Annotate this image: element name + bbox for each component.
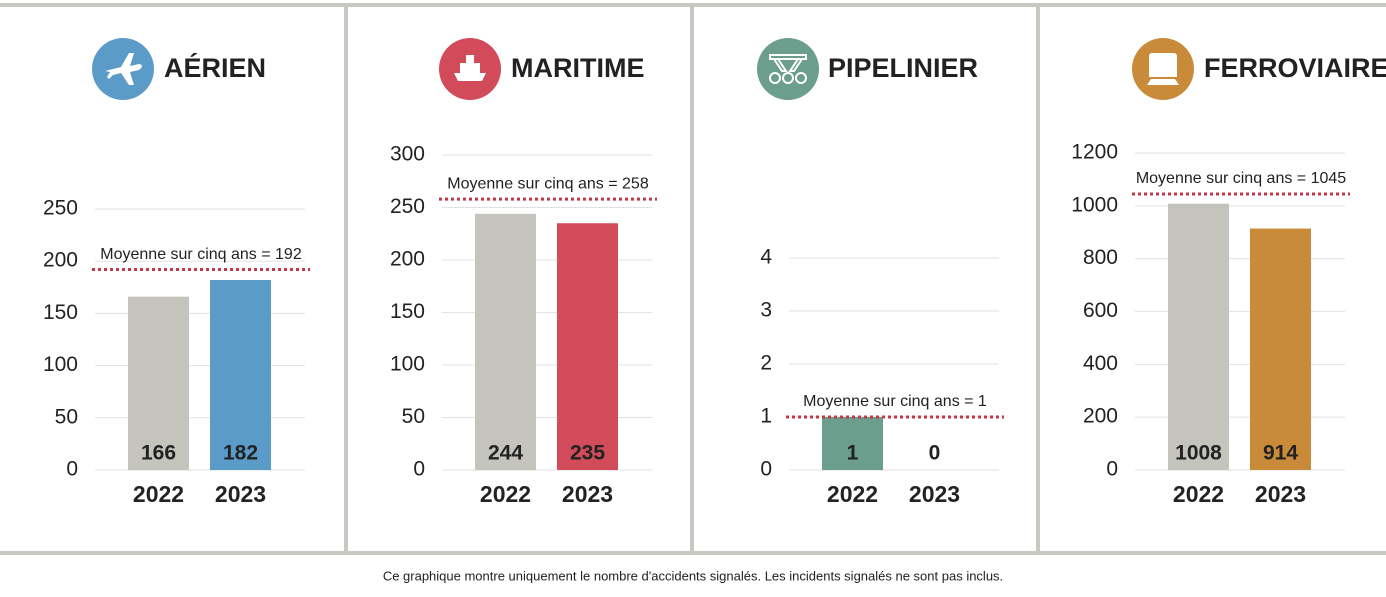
y-tick-label: 1000 [1071,193,1118,216]
x-tick-label: 2023 [1255,481,1306,507]
y-tick-label: 400 [1083,352,1118,375]
icon [769,54,807,85]
data-label: 182 [223,442,258,465]
x-tick-label: 2022 [133,481,184,507]
average-label: Moyenne sur cinq ans = 258 [447,175,649,192]
data-label: 244 [488,442,523,465]
divider [344,5,348,553]
x-tick-label: 2022 [480,481,531,507]
y-tick-label: 0 [66,458,78,481]
x-tick-label: 2023 [909,481,960,507]
data-label: 235 [570,442,605,465]
y-tick-label: 2 [760,352,772,375]
data-label: 166 [141,442,176,465]
y-tick-label: 1200 [1071,141,1118,164]
bar [475,213,536,471]
y-tick-label: 200 [390,248,425,271]
bar [1168,203,1229,470]
chart-title: FERROVIAIRE [1204,53,1386,83]
divider [690,5,694,553]
x-tick-label: 2023 [562,481,613,507]
y-tick-label: 600 [1083,299,1118,322]
data-label: 0 [929,442,941,465]
x-tick-label: 2022 [827,481,878,507]
data-label: 1 [847,442,859,465]
y-tick-label: 0 [1106,458,1118,481]
y-tick-label: 50 [55,405,78,428]
footnote: Ce graphique montre uniquement le nombre… [383,568,1003,583]
y-tick-label: 200 [43,249,78,272]
bar [557,223,618,470]
y-tick-label: 0 [413,458,425,481]
average-label: Moyenne sur cinq ans = 1045 [1136,170,1346,187]
bar [822,417,883,470]
bar [128,296,189,470]
y-tick-label: 250 [390,195,425,218]
y-tick-label: 200 [1083,405,1118,428]
y-tick-label: 50 [402,405,425,428]
bar [1250,228,1311,470]
y-tick-label: 4 [760,246,772,269]
chart-title: PIPELINIER [828,53,978,83]
y-tick-label: 150 [43,301,78,324]
divider [1036,5,1040,553]
y-tick-label: 150 [390,300,425,323]
y-tick-label: 1 [760,405,772,428]
y-tick-label: 100 [390,353,425,376]
x-tick-label: 2023 [215,481,266,507]
icon [1147,53,1179,85]
y-tick-label: 300 [390,143,425,166]
average-label: Moyenne sur cinq ans = 192 [100,246,302,263]
chart-title: AÉRIEN [164,52,266,83]
icon [454,55,486,81]
y-tick-label: 100 [43,353,78,376]
bar [210,279,271,470]
icon [105,53,142,85]
y-tick-label: 800 [1083,246,1118,269]
chart-title: MARITIME [511,53,644,83]
data-label: 914 [1263,442,1298,465]
y-tick-label: 250 [43,197,78,220]
icon-circle [757,38,819,100]
y-tick-label: 0 [760,458,772,481]
average-label: Moyenne sur cinq ans = 1 [803,393,987,410]
data-label: 1008 [1175,442,1222,465]
x-tick-label: 2022 [1173,481,1224,507]
y-tick-label: 3 [760,299,772,322]
